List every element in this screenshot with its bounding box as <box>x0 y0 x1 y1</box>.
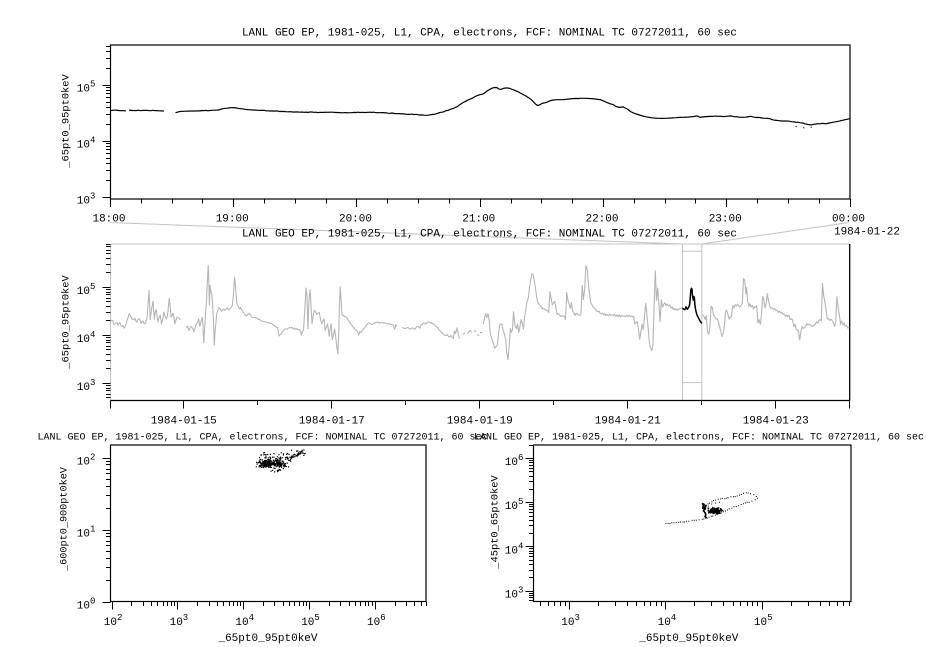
svg-text:4: 4 <box>518 541 523 551</box>
svg-text:10: 10 <box>754 617 767 629</box>
svg-text:5: 5 <box>518 497 523 507</box>
svg-text:1984-01-15: 1984-01-15 <box>151 416 217 428</box>
svg-text:10: 10 <box>505 501 518 513</box>
svg-text:4: 4 <box>90 330 95 340</box>
svg-text:1984-01-22: 1984-01-22 <box>834 227 900 239</box>
svg-text:3: 3 <box>575 613 580 623</box>
svg-text:10: 10 <box>77 382 90 394</box>
svg-text:10: 10 <box>505 590 518 602</box>
svg-text:4: 4 <box>671 613 676 623</box>
svg-text:10: 10 <box>505 457 518 469</box>
svg-text:10: 10 <box>658 617 671 629</box>
svg-text:1984-01-21: 1984-01-21 <box>595 416 661 428</box>
svg-text:22:00: 22:00 <box>585 214 618 226</box>
svg-text:5: 5 <box>90 80 95 90</box>
svg-text:1984-01-23: 1984-01-23 <box>743 416 809 428</box>
svg-text:10: 10 <box>77 334 90 346</box>
svg-text:5: 5 <box>90 282 95 292</box>
svg-text:LANL GEO EP, 1981-025, L1, CPA: LANL GEO EP, 1981-025, L1, CPA, electron… <box>474 432 924 444</box>
svg-text:LANL GEO EP, 1981-025, L1, CPA: LANL GEO EP, 1981-025, L1, CPA, electron… <box>242 28 737 40</box>
svg-text:6: 6 <box>380 613 385 623</box>
svg-text:4: 4 <box>90 136 95 146</box>
svg-text:_600pt0_900pt0keV: _600pt0_900pt0keV <box>59 466 71 572</box>
svg-text:1984-01-17: 1984-01-17 <box>299 416 365 428</box>
svg-text:10: 10 <box>77 140 90 152</box>
svg-text:23:00: 23:00 <box>709 214 742 226</box>
svg-text:LANL GEO EP, 1981-025, L1, CPA: LANL GEO EP, 1981-025, L1, CPA, electron… <box>37 432 487 444</box>
svg-text:10: 10 <box>561 617 574 629</box>
svg-text:10: 10 <box>77 286 90 298</box>
svg-text:_65pt0_95pt0keV: _65pt0_95pt0keV <box>217 633 317 645</box>
svg-text:18:00: 18:00 <box>92 214 125 226</box>
svg-text:10: 10 <box>77 457 90 469</box>
svg-text:1984-01-19: 1984-01-19 <box>447 416 513 428</box>
svg-text:10: 10 <box>170 617 183 629</box>
svg-text:10: 10 <box>77 529 90 541</box>
svg-text:5: 5 <box>767 613 772 623</box>
svg-text:_45pt0_65pt0keV: _45pt0_65pt0keV <box>490 474 502 569</box>
svg-text:10: 10 <box>77 84 90 96</box>
svg-text:_65pt0_95pt0keV: _65pt0_95pt0keV <box>61 73 73 168</box>
svg-text:3: 3 <box>90 192 95 202</box>
svg-text:10: 10 <box>235 617 248 629</box>
svg-text:10: 10 <box>104 617 117 629</box>
svg-text:19:00: 19:00 <box>216 214 249 226</box>
svg-text:1: 1 <box>90 525 95 535</box>
svg-text:2: 2 <box>117 613 122 623</box>
svg-text:6: 6 <box>518 453 523 463</box>
svg-text:3: 3 <box>518 586 523 596</box>
svg-text:10: 10 <box>77 601 90 613</box>
svg-text:20:00: 20:00 <box>339 214 372 226</box>
svg-text:21:00: 21:00 <box>462 214 495 226</box>
svg-text:3: 3 <box>90 378 95 388</box>
svg-text:5: 5 <box>314 613 319 623</box>
svg-text:0: 0 <box>90 597 95 607</box>
svg-text:10: 10 <box>367 617 380 629</box>
svg-text:10: 10 <box>301 617 314 629</box>
svg-text:LANL GEO EP, 1981-025, L1, CPA: LANL GEO EP, 1981-025, L1, CPA, electron… <box>242 229 737 241</box>
svg-text:3: 3 <box>183 613 188 623</box>
svg-text:00:00: 00:00 <box>832 214 865 226</box>
svg-text:4: 4 <box>249 613 254 623</box>
svg-text:_65pt0_95pt0keV: _65pt0_95pt0keV <box>61 274 73 369</box>
svg-text:10: 10 <box>77 196 90 208</box>
svg-text:_65pt0_95pt0keV: _65pt0_95pt0keV <box>638 633 738 645</box>
svg-text:10: 10 <box>505 545 518 557</box>
svg-text:2: 2 <box>90 453 95 463</box>
